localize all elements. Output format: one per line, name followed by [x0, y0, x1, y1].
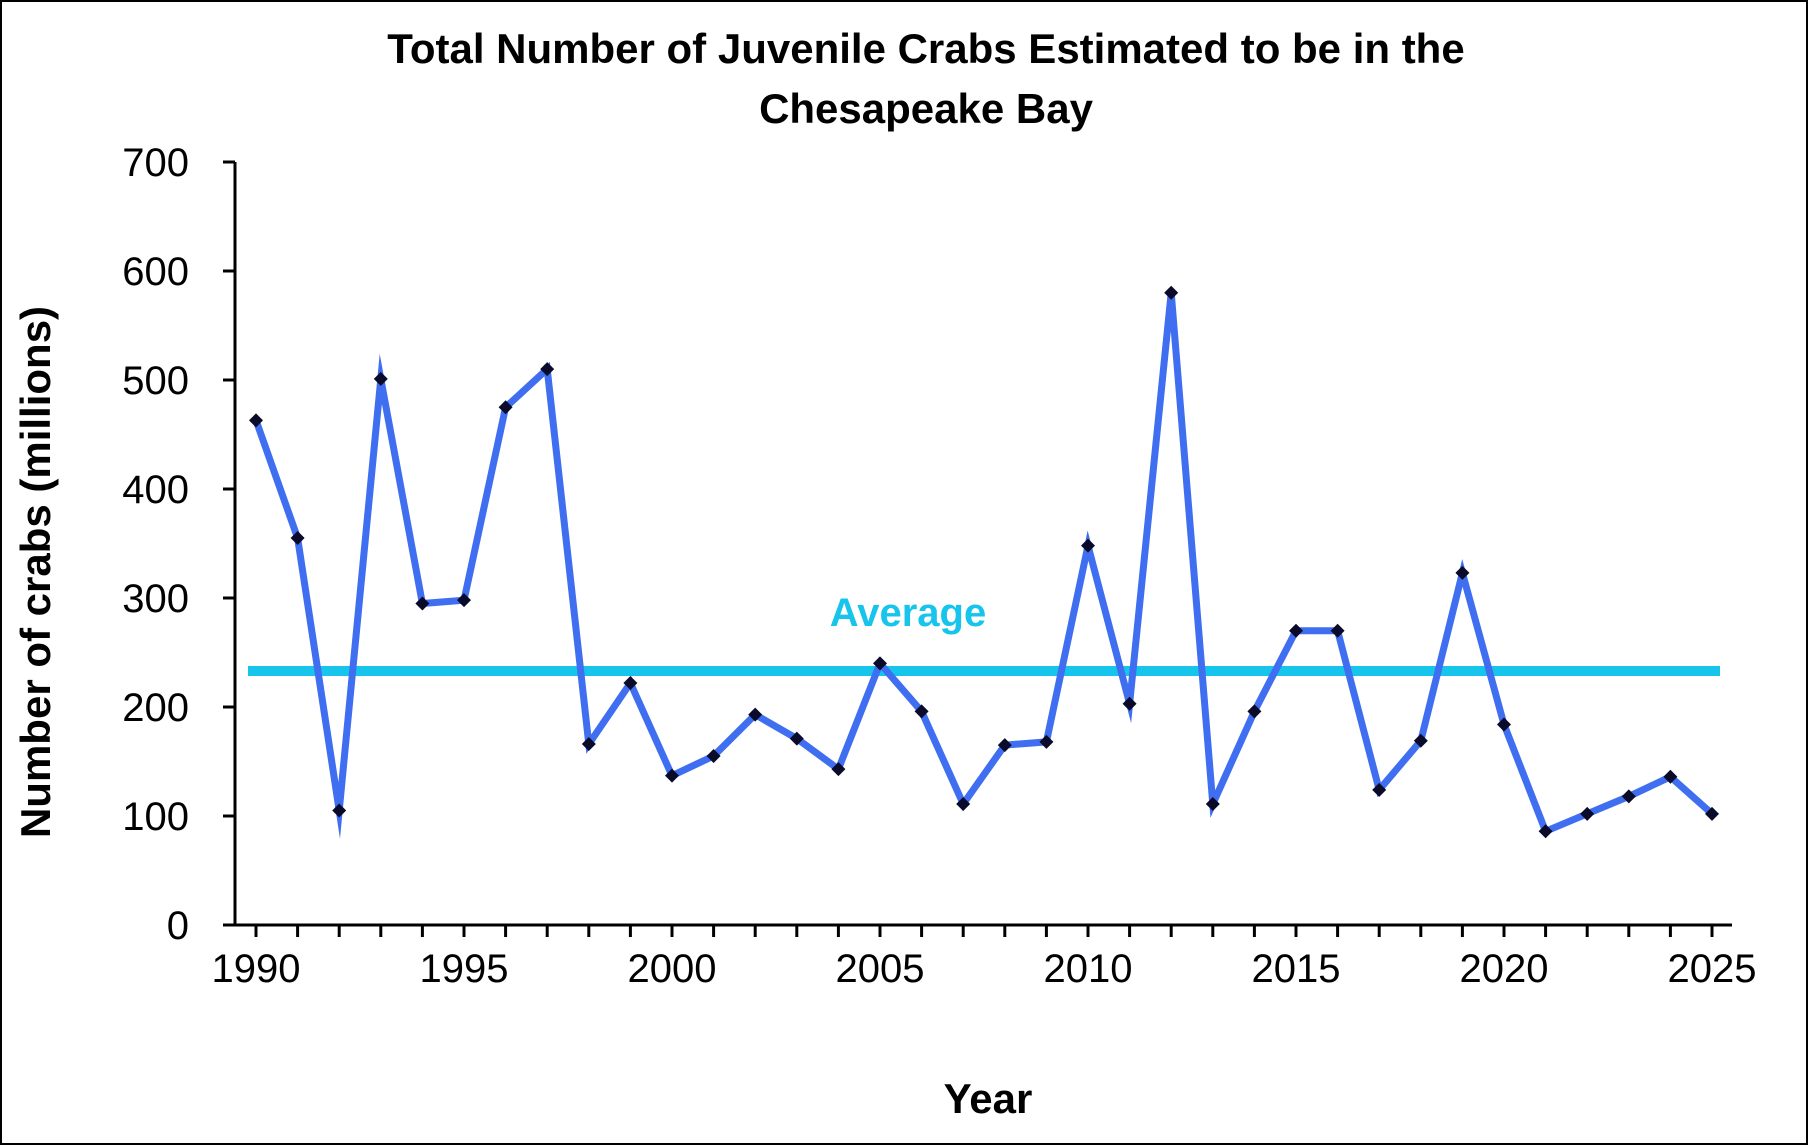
data-point-marker	[1538, 824, 1553, 839]
data-point-marker	[249, 413, 263, 428]
series-line	[252, 292, 1715, 839]
data-point-marker	[873, 656, 887, 671]
y-tick-label: 700	[122, 141, 189, 185]
data-point-marker	[1289, 623, 1303, 638]
data-point-marker	[997, 738, 1012, 753]
y-axis-title: Number of crabs (millions)	[12, 306, 59, 838]
data-point-marker	[1580, 806, 1595, 821]
data-point-marker	[1705, 806, 1719, 821]
data-point-marker	[831, 762, 846, 777]
data-point-marker	[1621, 789, 1636, 804]
x-tick-label: 1995	[420, 947, 509, 991]
y-tick-label: 300	[122, 577, 189, 621]
data-point-marker	[373, 371, 388, 386]
data-point-marker	[581, 737, 596, 752]
data-point-marker	[789, 731, 804, 746]
data-point-marker	[457, 593, 471, 608]
data-point-marker	[1413, 733, 1428, 748]
x-tick-label: 2010	[1044, 947, 1133, 991]
data-point-marker	[665, 768, 679, 783]
data-point-marker	[540, 362, 555, 377]
data-point-marker	[748, 707, 763, 722]
data-point-marker	[1205, 797, 1220, 812]
data-point-marker	[290, 531, 305, 546]
y-axis: 0 100 200 300 400 500 600 700	[122, 141, 237, 948]
x-axis: 1990 1995 2000 2005 2010 2015 2020 2025	[212, 923, 1757, 991]
data-point-marker	[1122, 696, 1137, 711]
data-point-marker	[415, 596, 430, 611]
y-tick-label: 600	[122, 250, 189, 294]
y-tick-label: 0	[167, 904, 189, 948]
data-point-marker	[1372, 782, 1387, 797]
y-tick-label: 400	[122, 468, 189, 512]
data-point-marker	[1039, 734, 1054, 749]
data-series	[249, 285, 1719, 839]
data-point-marker	[956, 797, 971, 812]
y-tick-label: 100	[122, 795, 189, 839]
chart-title-line-1: Total Number of Juvenile Crabs Estimated…	[387, 25, 1464, 72]
x-tick-label: 1990	[212, 947, 301, 991]
average-label: Average	[830, 591, 986, 635]
x-tick-label: 2015	[1252, 947, 1341, 991]
y-tick-label: 200	[122, 686, 189, 730]
data-point-marker	[1455, 565, 1470, 580]
x-tick-label: 2020	[1460, 947, 1549, 991]
y-tick-label: 500	[122, 359, 189, 403]
data-point-marker	[498, 400, 513, 415]
data-point-marker	[1330, 623, 1345, 638]
data-point-marker	[1081, 538, 1095, 553]
data-point-marker	[1663, 769, 1678, 784]
data-point-marker	[1497, 717, 1511, 732]
data-point-marker	[706, 749, 721, 764]
x-tick-label: 2000	[628, 947, 717, 991]
data-point-marker	[1164, 285, 1179, 300]
x-tick-label: 2025	[1668, 947, 1757, 991]
data-point-marker	[332, 803, 347, 818]
data-point-marker	[623, 676, 638, 691]
average-reference: Average	[248, 591, 1720, 677]
data-point-marker	[914, 704, 929, 719]
x-tick-label: 2005	[836, 947, 925, 991]
chart-title-line-2: Chesapeake Bay	[759, 85, 1094, 132]
x-axis-title: Year	[944, 1075, 1033, 1122]
data-point-marker	[1247, 704, 1262, 719]
